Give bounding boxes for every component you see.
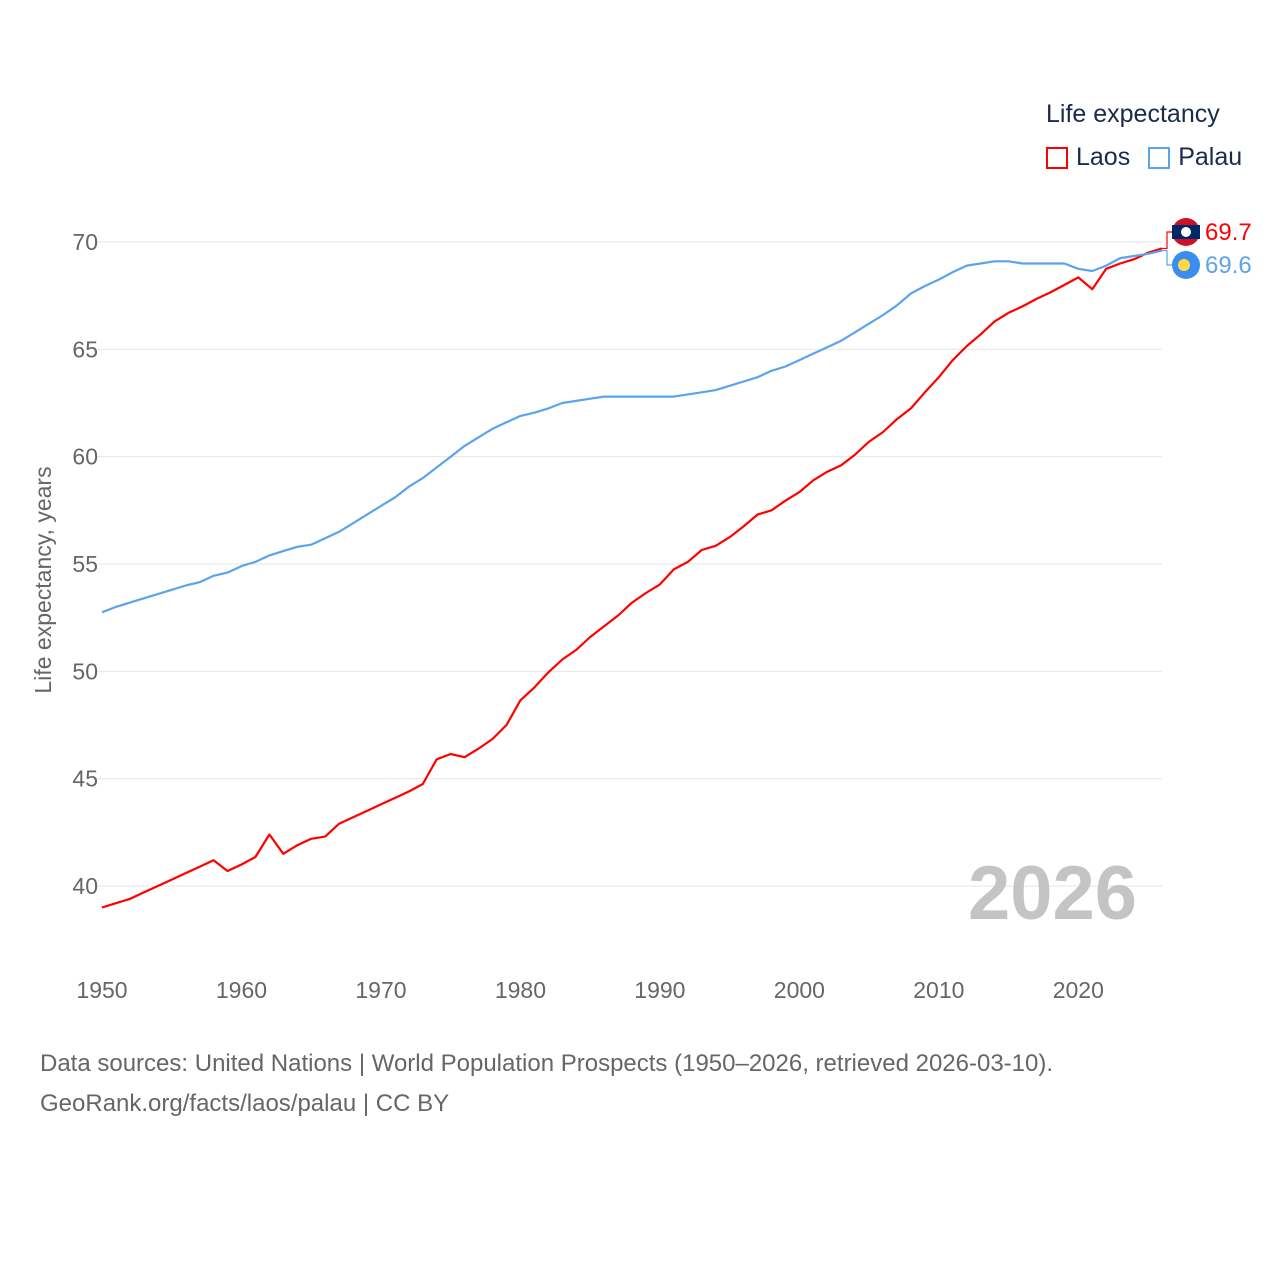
- y-tick-label: 60: [72, 444, 98, 470]
- footer: Data sources: United Nations | World Pop…: [40, 1044, 1053, 1124]
- x-tick-label: 2020: [1053, 977, 1104, 1003]
- end-connector: [1162, 231, 1172, 250]
- laos-flag-disc: [1181, 227, 1191, 237]
- x-tick-label: 2000: [774, 977, 825, 1003]
- legend-swatch-laos: [1046, 146, 1068, 169]
- y-tick-label: 55: [72, 551, 98, 577]
- x-tick-label: 2010: [913, 977, 964, 1003]
- year-stamp: 2026: [968, 851, 1138, 936]
- end-value-label: 69.7: [1205, 219, 1252, 246]
- x-tick-label: 1990: [634, 977, 685, 1003]
- x-tick-label: 1970: [355, 977, 406, 1003]
- legend-label: Palau: [1178, 143, 1243, 171]
- legend: Laos Palau: [1046, 143, 1260, 172]
- legend-title: Life expectancy: [1046, 100, 1220, 128]
- palau-flag-disc: [1178, 259, 1190, 271]
- x-tick-label: 1960: [216, 977, 267, 1003]
- y-axis-label: Life expectancy, years: [30, 466, 56, 693]
- y-tick-label: 50: [72, 658, 98, 684]
- y-tick-label: 40: [72, 873, 98, 899]
- series-line-laos: [101, 247, 1163, 909]
- y-tick-label: 70: [72, 229, 98, 255]
- attribution: GeoRank.org/facts/laos/palau | CC BY: [40, 1090, 450, 1117]
- series-line-palau: [101, 249, 1163, 614]
- end-connector: [1162, 249, 1172, 266]
- legend-item-palau[interactable]: Palau: [1148, 143, 1242, 172]
- y-tick-label: 65: [72, 336, 98, 362]
- legend-label: Laos: [1076, 143, 1131, 171]
- end-value-label: 69.6: [1205, 252, 1252, 279]
- legend-item-laos[interactable]: Laos: [1046, 143, 1130, 172]
- y-tick-label: 45: [72, 766, 98, 792]
- data-sources: Data sources: United Nations | World Pop…: [40, 1050, 1054, 1077]
- x-tick-label: 1980: [495, 977, 546, 1003]
- x-tick-label: 1950: [76, 977, 127, 1003]
- legend-swatch-palau: [1148, 146, 1171, 169]
